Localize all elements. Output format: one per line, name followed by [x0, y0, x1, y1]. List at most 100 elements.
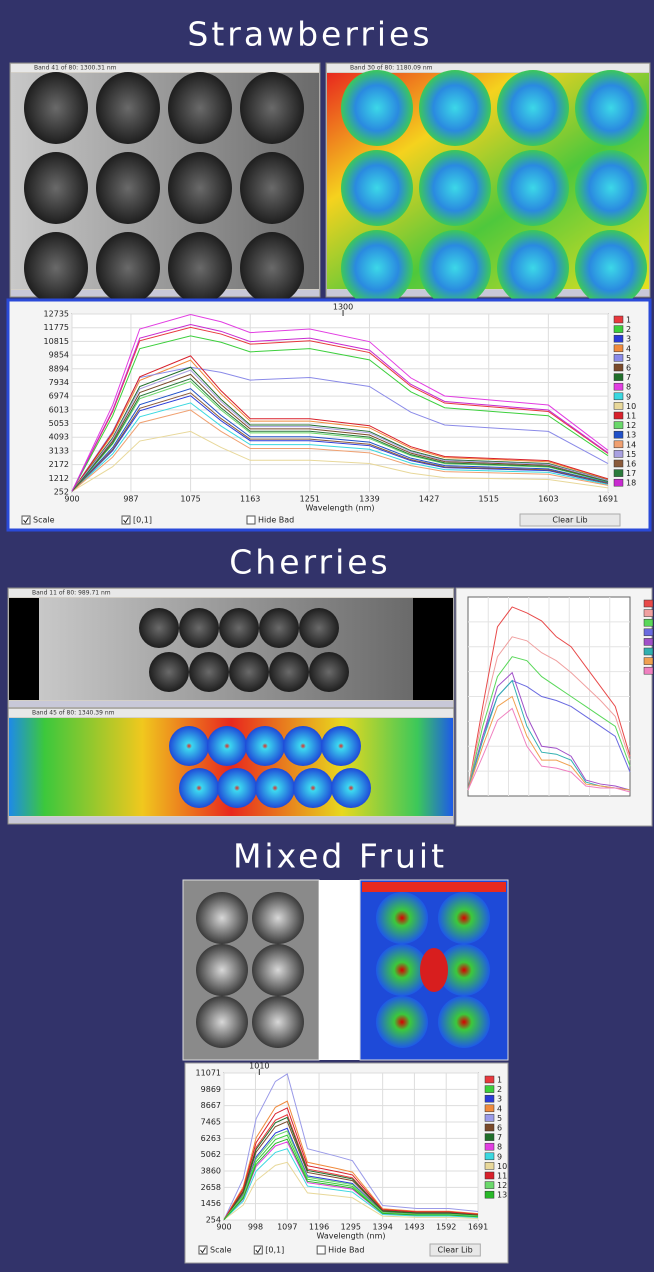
y-tick-label: 3860: [201, 1166, 221, 1175]
y-tick-label: 9854: [49, 351, 69, 360]
label: [420, 948, 448, 992]
checkbox-label: Scale: [210, 1246, 232, 1255]
marker-label: 1010: [249, 1062, 269, 1071]
legend-label: 12: [626, 421, 636, 430]
legend-label: 5: [497, 1114, 502, 1123]
strawberry: [575, 150, 647, 226]
legend-swatch: [614, 326, 623, 333]
checkbox[interactable]: [122, 516, 130, 524]
y-tick-label: 6974: [49, 392, 69, 401]
x-axis-label: Wavelength (nm): [316, 1232, 385, 1241]
apple: [196, 996, 248, 1048]
legend-swatch: [485, 1076, 494, 1083]
legend-label: 4: [497, 1104, 502, 1113]
legend-swatch: [614, 354, 623, 361]
x-tick-label: 1691: [598, 495, 618, 504]
y-tick-label: 5062: [201, 1150, 221, 1159]
x-tick-label: 987: [123, 495, 138, 504]
checkbox[interactable]: [254, 1246, 262, 1254]
window-title: Band 41 of 80: 1300.31 nm: [34, 65, 117, 72]
strawberry: [24, 72, 88, 144]
legend-label: 2: [497, 1085, 502, 1094]
strawberry: [96, 232, 160, 304]
cherry: [179, 608, 219, 648]
checkbox[interactable]: [22, 516, 30, 524]
x-axis-label: Wavelength (nm): [305, 504, 374, 513]
legend-label: 9: [497, 1152, 502, 1161]
legend-label: 8: [626, 383, 631, 392]
legend-swatch: [485, 1105, 494, 1112]
x-tick-label: 1515: [479, 495, 499, 504]
cherry: [219, 608, 259, 648]
apple: [196, 944, 248, 996]
cherry: [217, 768, 257, 808]
legend-swatch: [614, 460, 623, 467]
cherry: [259, 608, 299, 648]
checkbox-label: [0,1]: [133, 516, 152, 525]
y-tick-label: 6263: [201, 1134, 221, 1143]
y-tick-label: 5053: [49, 419, 69, 428]
y-tick-label: 10815: [44, 337, 69, 346]
legend-swatch: [614, 374, 623, 381]
section-title: Strawberries: [187, 15, 432, 54]
strawberry: [341, 230, 413, 306]
legend-label: 8: [497, 1143, 502, 1152]
x-tick-label: 1427: [419, 495, 439, 504]
x-tick-label: 1603: [538, 495, 558, 504]
strawberry: [419, 150, 491, 226]
marker-label: 1300: [333, 303, 353, 312]
cherry: [293, 768, 333, 808]
cherry: [283, 726, 323, 766]
legend-swatch: [485, 1114, 494, 1121]
y-tick-label: 6013: [49, 405, 69, 414]
y-tick-label: 11775: [44, 323, 69, 332]
strawberry: [168, 232, 232, 304]
legend-swatch: [644, 658, 653, 665]
y-tick-label: 9869: [201, 1085, 221, 1094]
x-tick-label: 998: [248, 1223, 263, 1232]
strawberry: [419, 230, 491, 306]
y-tick-label: 1456: [201, 1199, 221, 1208]
legend-swatch: [485, 1191, 494, 1198]
strawberry: [168, 72, 232, 144]
checkbox-label: Hide Bad: [328, 1246, 364, 1255]
checkbox[interactable]: [247, 516, 255, 524]
strawberry: [168, 152, 232, 224]
window-title: Band 11 of 80: 989.71 nm: [32, 590, 111, 597]
x-tick-label: 1339: [359, 495, 379, 504]
cherry: [189, 652, 229, 692]
legend-swatch: [614, 316, 623, 323]
cherry: [309, 652, 349, 692]
apple: [252, 996, 304, 1048]
y-tick-label: 3133: [49, 446, 69, 455]
checkbox-label: Scale: [33, 516, 55, 525]
strawberry: [575, 70, 647, 146]
legend-label: 6: [497, 1124, 502, 1133]
legend-label: 12: [497, 1181, 507, 1190]
legend-swatch: [614, 393, 623, 400]
legend-swatch: [485, 1182, 494, 1189]
checkbox[interactable]: [199, 1246, 207, 1254]
apple: [376, 892, 428, 944]
legend-label: 7: [626, 373, 631, 382]
legend-label: 18: [626, 479, 636, 488]
legend-label: 16: [626, 460, 636, 469]
x-tick-label: 1097: [277, 1223, 297, 1232]
legend-swatch: [644, 600, 653, 607]
strawberry: [24, 232, 88, 304]
window-title: Band 30 of 80: 1180.09 nm: [350, 65, 433, 72]
strawberry: [240, 152, 304, 224]
legend-swatch: [485, 1153, 494, 1160]
x-tick-label: 1075: [180, 495, 200, 504]
strawberry: [240, 72, 304, 144]
legend-swatch: [614, 431, 623, 438]
strawberry: [96, 72, 160, 144]
legend-swatch: [644, 629, 653, 636]
strawberry: [419, 70, 491, 146]
legend-swatch: [485, 1172, 494, 1179]
checkbox[interactable]: [317, 1246, 325, 1254]
legend-label: 3: [497, 1095, 502, 1104]
y-tick-label: 2658: [201, 1183, 221, 1192]
legend-swatch: [485, 1162, 494, 1169]
legend-swatch: [614, 422, 623, 429]
